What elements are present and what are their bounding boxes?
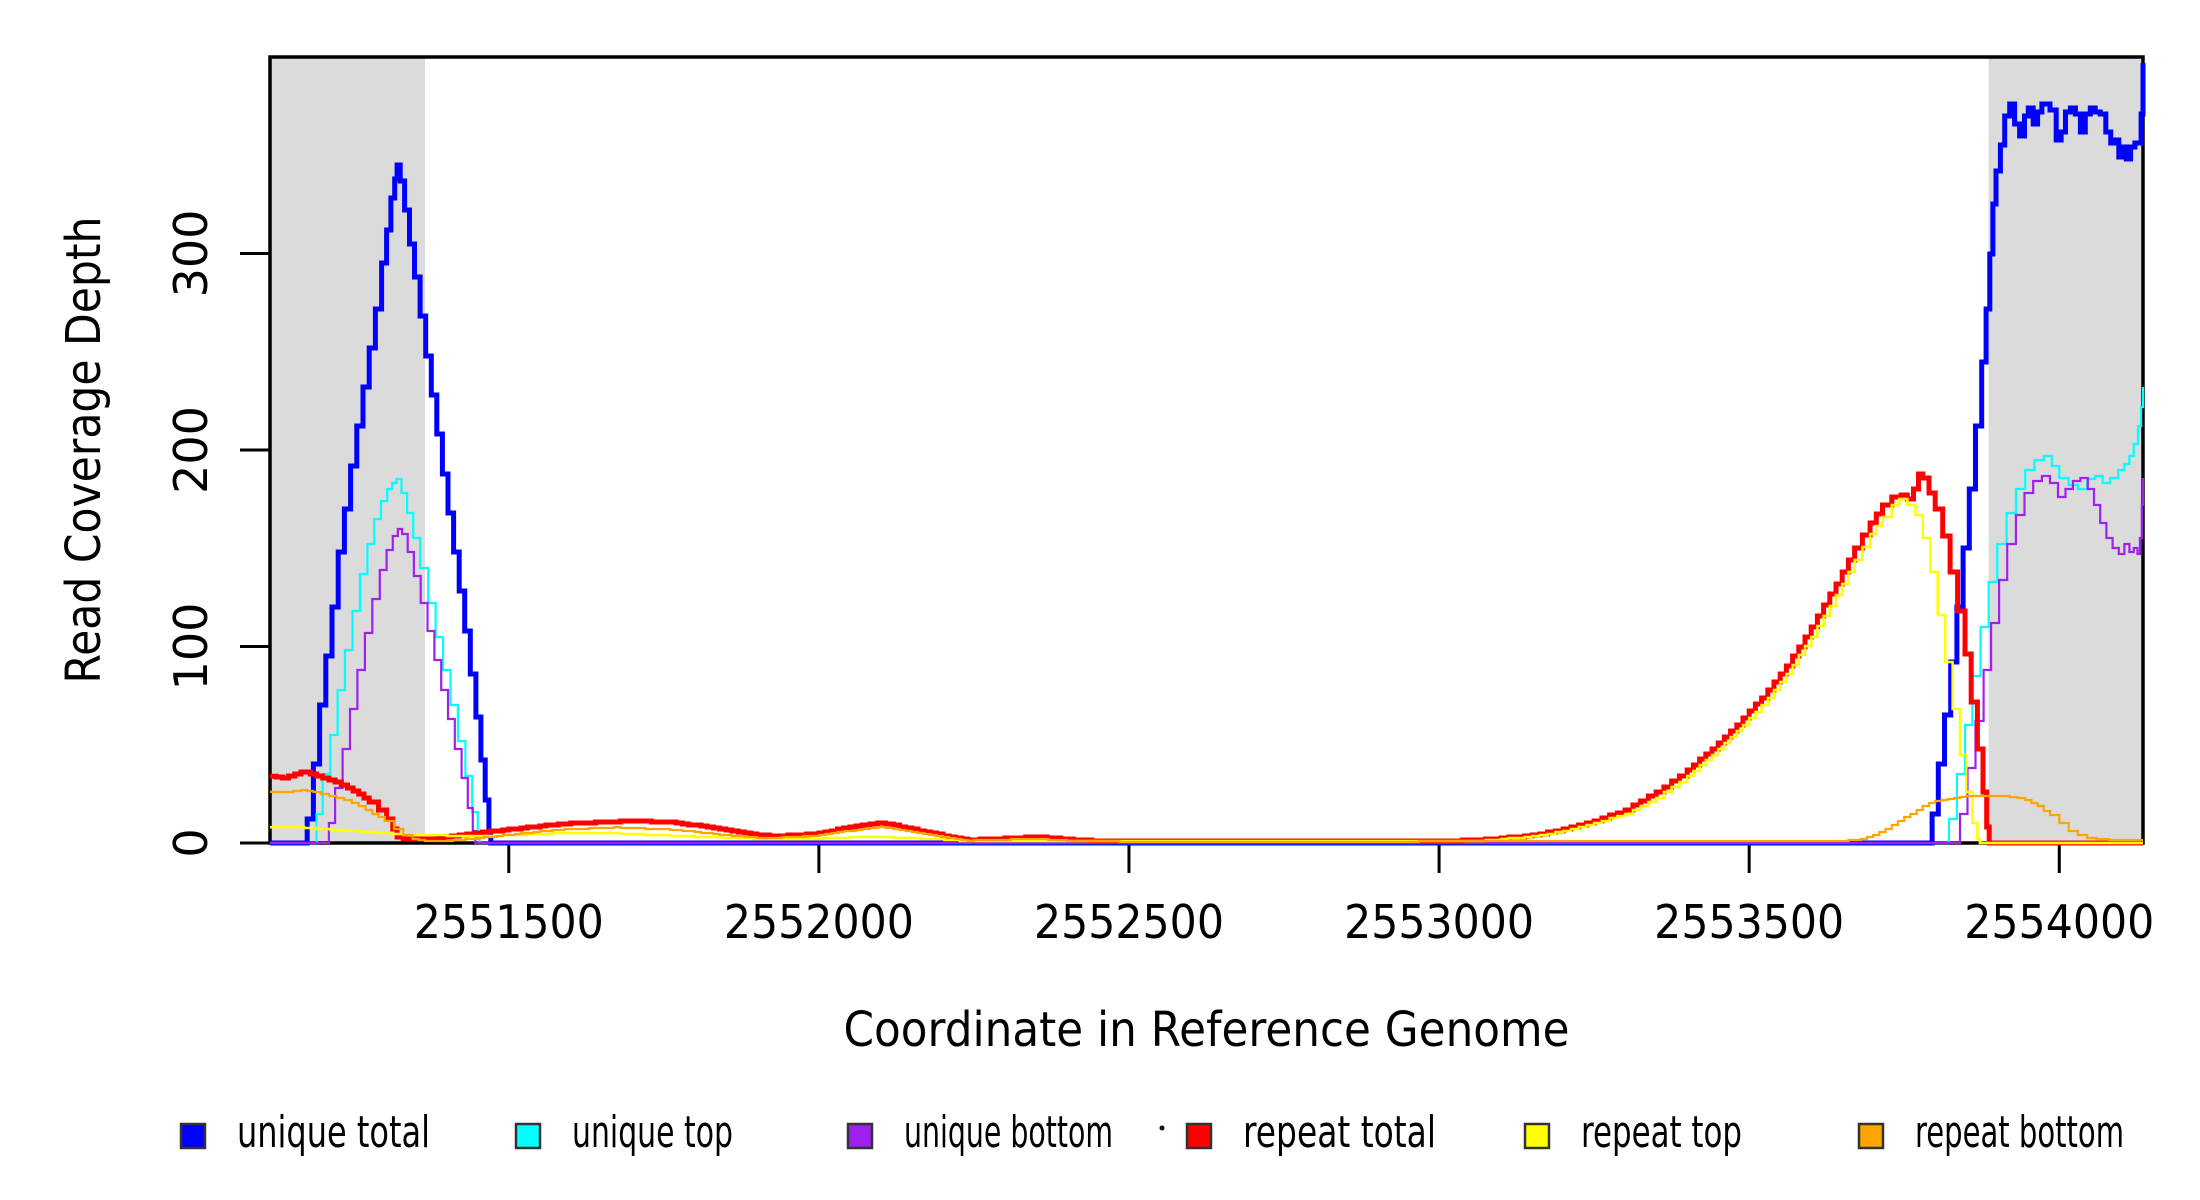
series-line-repeat-bottom xyxy=(270,788,2143,844)
shaded-region-right xyxy=(1988,57,2143,843)
x-tick-label: 2553000 xyxy=(1344,895,1534,949)
series-line-repeat-top xyxy=(270,497,2143,845)
legend-label-repeat-total: repeat total xyxy=(1243,1107,1436,1158)
x-tick-label: 2553500 xyxy=(1654,895,1844,949)
y-axis: 0 100 200 300 xyxy=(164,210,270,858)
x-tick-label: 2554000 xyxy=(1964,895,2154,949)
plot-frame xyxy=(268,55,2145,845)
legend-label-unique-total: unique total xyxy=(237,1107,430,1158)
legend-swatch-repeat-top xyxy=(1523,1122,1551,1150)
legend-label-unique-top: unique top xyxy=(572,1107,733,1158)
x-axis-title: Coordinate in Reference Genome xyxy=(844,1002,1570,1058)
legend-stray-dot-artifact xyxy=(1159,1125,1165,1131)
series-line-unique-total xyxy=(270,63,2146,846)
legend-swatch-repeat-total xyxy=(1185,1122,1213,1150)
y-axis-title: Read Coverage Depth xyxy=(56,217,112,684)
y-tick-label: 300 xyxy=(164,210,218,298)
legend-label-repeat-bottom: repeat bottom xyxy=(1915,1107,2124,1158)
legend-swatch-repeat-bottom xyxy=(1857,1122,1885,1150)
legend-swatch-unique-bottom xyxy=(846,1122,874,1150)
x-tick-label: 2552500 xyxy=(1034,895,1224,949)
x-tick-label: 2552000 xyxy=(724,895,914,949)
legend-swatch-unique-top xyxy=(514,1122,542,1150)
legend-label-unique-bottom: unique bottom xyxy=(904,1107,1113,1158)
y-tick-label: 0 xyxy=(164,828,218,857)
legend-swatch-unique-total xyxy=(179,1122,207,1150)
shaded-region-left xyxy=(270,57,425,843)
series-line-unique-bottom xyxy=(270,474,2145,845)
x-axis: 2551500 2552000 2552500 2553000 2553500 25540… xyxy=(414,843,2154,949)
series-line-unique-top xyxy=(270,387,2145,845)
legend-label-repeat-top: repeat top xyxy=(1581,1107,1742,1158)
y-tick-label: 200 xyxy=(164,406,218,494)
legend: unique total unique top unique bottom repea… xyxy=(179,1107,2124,1158)
x-tick-label: 2551500 xyxy=(414,895,604,949)
series-group xyxy=(270,63,2146,846)
y-tick-label: 100 xyxy=(164,603,218,691)
series-line-repeat-total xyxy=(270,471,2143,846)
